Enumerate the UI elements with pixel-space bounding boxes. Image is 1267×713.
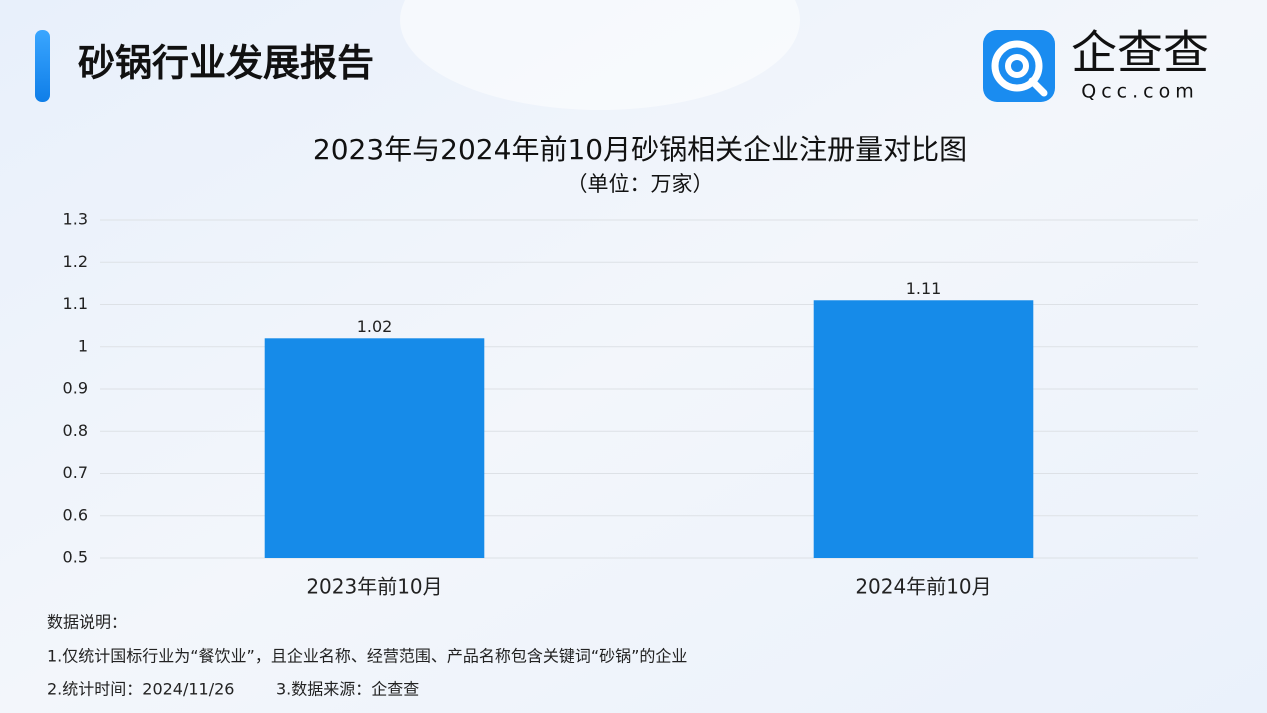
title-accent — [35, 30, 50, 102]
value-label: 1.02 — [357, 317, 393, 336]
logo-icon-inner — [1005, 54, 1029, 78]
note: 2.统计时间：2024/11/26 — [47, 680, 235, 699]
logo-icon-ring — [991, 40, 1043, 92]
note: 1.仅统计国标行业为“餐饮业”，且企业名称、经营范围、产品名称包含关键词“砂锅”… — [47, 647, 687, 666]
logo-domain: Qcc.com — [1081, 81, 1198, 103]
y-tick-label: 1.2 — [63, 252, 88, 271]
y-tick-label: 0.9 — [63, 379, 88, 398]
y-tick-label: 0.5 — [63, 548, 88, 567]
bar — [264, 338, 485, 558]
notes-heading: 数据说明： — [47, 613, 127, 632]
y-tick-label: 0.7 — [63, 463, 88, 482]
y-tick-label: 1.1 — [63, 294, 88, 313]
note: 3.数据来源：企查查 — [276, 680, 419, 699]
y-tick-label: 1 — [78, 336, 88, 355]
y-tick-label: 0.6 — [63, 505, 88, 524]
x-tick-label: 2024年前10月 — [855, 575, 991, 599]
page-title: 砂锅行业发展报告 — [78, 42, 374, 85]
y-tick-label: 0.8 — [63, 421, 88, 440]
logo-icon-handle — [1028, 77, 1048, 97]
y-tick-label: 1.3 — [63, 210, 88, 229]
background-glow — [400, 0, 800, 110]
logo-name: 企查查 — [1071, 26, 1209, 80]
logo: 企查查 Qcc.com — [983, 26, 1209, 103]
chart-subtitle: （单位：万家） — [567, 172, 714, 196]
chart-title: 2023年与2024年前10月砂锅相关企业注册量对比图 — [313, 133, 967, 166]
x-tick-label: 2023年前10月 — [306, 575, 442, 599]
value-label: 1.11 — [906, 279, 942, 298]
bar — [813, 300, 1034, 558]
